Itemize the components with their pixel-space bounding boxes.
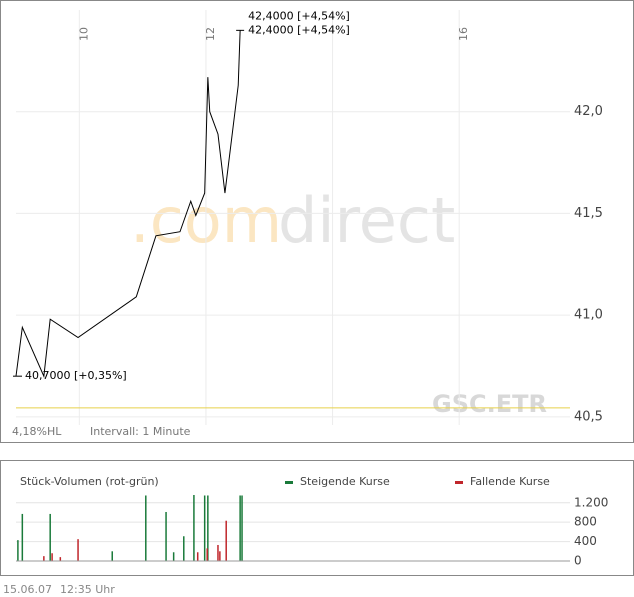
price-line	[15, 30, 241, 379]
annotation: 40,7000 [+0,35%]	[25, 369, 127, 382]
volume-bar	[165, 511, 167, 561]
symbol: GSC.ETR	[432, 390, 547, 418]
volume-bar	[196, 552, 199, 561]
y-tick-label: 42,0	[574, 104, 603, 119]
y-tick-label: 400	[574, 534, 597, 548]
volume-bar	[77, 539, 79, 561]
interval-label: Intervall: 1 Minute	[90, 425, 191, 438]
volume-bar	[51, 553, 53, 561]
legend-swatch	[455, 481, 463, 484]
annotation: 42,4000 [+4,54%]	[248, 23, 350, 36]
footer-time: 12:35 Uhr	[60, 583, 115, 596]
volume-bar	[145, 495, 147, 561]
y-tick-label: 41,5	[574, 206, 603, 221]
x-tick-label: 10	[77, 27, 90, 41]
volume-bar	[17, 540, 19, 561]
volume-bar	[239, 495, 241, 561]
y-tick-label: 41,0	[574, 308, 603, 323]
annotation: 42,4000 [+4,54%]	[248, 9, 350, 22]
legend-label: Fallende Kurse	[470, 475, 550, 488]
volume-bar	[217, 544, 219, 561]
volume-bar	[241, 495, 243, 561]
x-tick-label: 16	[457, 27, 470, 41]
y-tick-label: 1.200	[574, 495, 608, 509]
volume-bar	[172, 552, 175, 561]
range-label: 4,18%HL	[12, 425, 62, 438]
watermark-direct: direct	[278, 184, 455, 257]
volume-bar	[43, 556, 45, 561]
volume-bar	[203, 495, 206, 561]
volume-bar	[207, 495, 209, 561]
volume-bar	[183, 536, 185, 561]
volume-bar	[49, 513, 51, 561]
x-tick-label: 12	[204, 27, 217, 41]
volume-bar	[219, 551, 221, 561]
volume-bar	[59, 557, 62, 561]
volume-bar	[111, 551, 113, 561]
y-tick-label: 0	[574, 554, 582, 568]
volume-bar	[225, 520, 227, 561]
y-tick-label: 40,5	[574, 409, 603, 424]
y-tick-label: 800	[574, 515, 597, 529]
legend-swatch	[285, 481, 293, 484]
volume-panel	[0, 460, 634, 576]
volume-bar	[21, 513, 24, 561]
volume-bar	[193, 495, 195, 561]
legend-label: Steigende Kurse	[300, 475, 390, 488]
footer-date: 15.06.07	[3, 583, 52, 596]
volume-title: Stück-Volumen (rot-grün)	[20, 475, 159, 488]
price-panel	[0, 0, 634, 443]
volume-bar	[206, 548, 208, 561]
